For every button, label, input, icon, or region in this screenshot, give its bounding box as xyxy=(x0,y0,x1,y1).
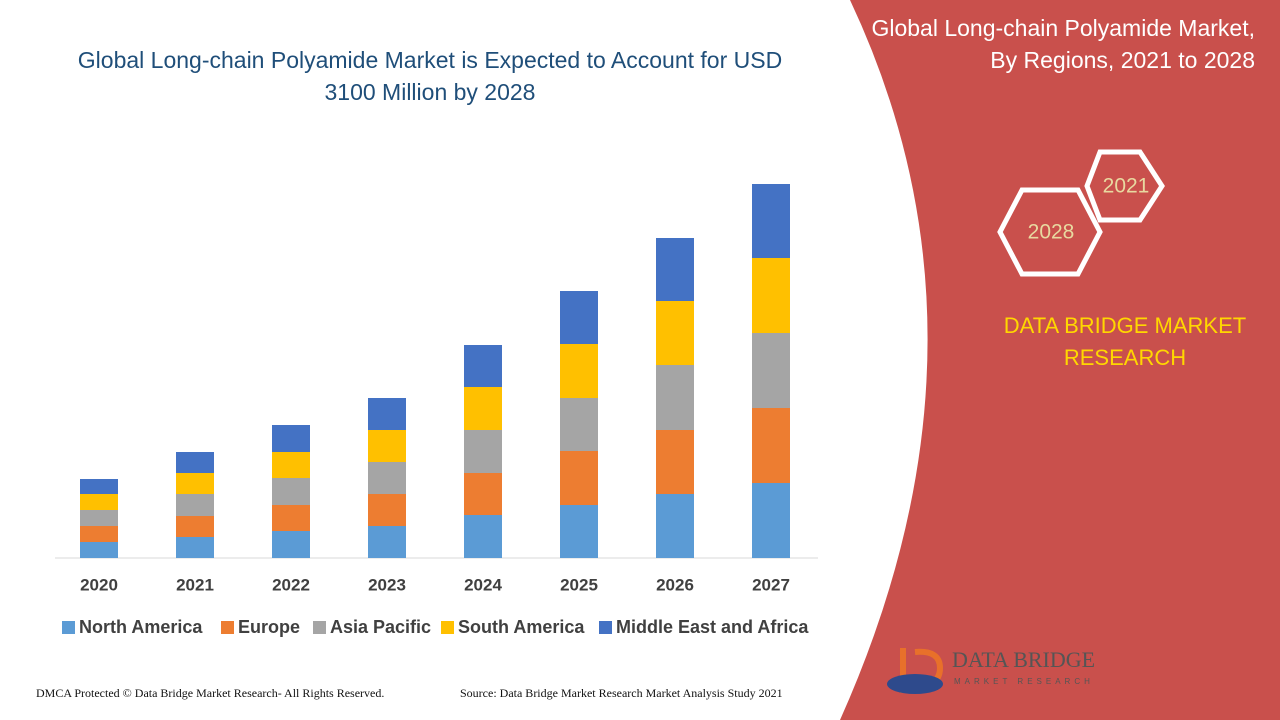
bar-segment xyxy=(656,238,694,301)
bar-segment xyxy=(176,537,214,558)
legend-label: Europe xyxy=(238,617,300,637)
bar-segment xyxy=(752,483,790,558)
x-tick-label: 2025 xyxy=(560,575,598,594)
side-title: Global Long-chain Polyamide Market, By R… xyxy=(871,15,1255,73)
bar-segment xyxy=(272,531,310,558)
logo-mark xyxy=(887,674,943,694)
bar-segment xyxy=(656,430,694,494)
bar-segment xyxy=(464,430,502,473)
bar-segment xyxy=(752,184,790,258)
bar-segment xyxy=(176,494,214,516)
bar-segment xyxy=(368,494,406,526)
bar-segment xyxy=(752,333,790,408)
hexagon-label: 2028 xyxy=(1028,221,1075,244)
side-panel xyxy=(840,0,1280,720)
bar-segment xyxy=(272,505,310,531)
bar-segment xyxy=(560,505,598,558)
logo-name: DATA BRIDGE xyxy=(952,647,1095,672)
legend-label: North America xyxy=(79,617,203,637)
x-tick-label: 2026 xyxy=(656,575,694,594)
bar-segment xyxy=(368,462,406,494)
hexagon xyxy=(997,187,1103,277)
bar-segment xyxy=(464,473,502,515)
legend-swatch xyxy=(62,621,75,634)
x-tick-label: 2024 xyxy=(464,575,502,594)
bar-segment xyxy=(272,452,310,478)
bar-segment xyxy=(656,494,694,558)
hexagon-label: 2021 xyxy=(1103,175,1150,198)
bar-segment xyxy=(272,478,310,505)
legend-swatch xyxy=(441,621,454,634)
legend-label: South America xyxy=(458,617,585,637)
bar-segment xyxy=(560,344,598,398)
legend-swatch xyxy=(221,621,234,634)
bar-segment xyxy=(464,387,502,430)
bar-segment xyxy=(176,516,214,537)
bar-segment xyxy=(368,430,406,462)
logo-tagline: MARKET RESEARCH xyxy=(954,677,1094,686)
x-tick-label: 2027 xyxy=(752,575,790,594)
legend-label: Asia Pacific xyxy=(330,617,431,637)
bar-segment xyxy=(80,510,118,526)
brand: DATA BRIDGE MARKET RESEARCH xyxy=(1003,313,1247,370)
bar-segment xyxy=(560,291,598,344)
chart-title: Global Long-chain Polyamide Market is Ex… xyxy=(77,47,783,105)
legend-label: Middle East and Africa xyxy=(616,617,809,637)
bar-segment xyxy=(80,542,118,558)
legend-swatch xyxy=(599,621,612,634)
bar-segment xyxy=(560,451,598,505)
bar-segment xyxy=(176,452,214,473)
bar-segment xyxy=(752,258,790,333)
bar-segment xyxy=(272,425,310,452)
bar-segment xyxy=(656,301,694,365)
bar-segment xyxy=(176,473,214,494)
bar-segment xyxy=(368,526,406,558)
x-tick-label: 2021 xyxy=(176,575,214,594)
bar-segment xyxy=(80,494,118,510)
bar-segment xyxy=(464,515,502,558)
bar-segment xyxy=(80,526,118,542)
bar-segment xyxy=(656,365,694,430)
copyright: DMCA Protected © Data Bridge Market Rese… xyxy=(36,686,385,700)
source: Source: Data Bridge Market Research Mark… xyxy=(460,686,783,700)
bar-segment xyxy=(80,479,118,494)
bar-segment xyxy=(752,408,790,483)
bar-segment xyxy=(560,398,598,451)
x-tick-label: 2023 xyxy=(368,575,406,594)
legend-swatch xyxy=(313,621,326,634)
bar-segment xyxy=(368,398,406,430)
x-tick-label: 2020 xyxy=(80,575,118,594)
bar-segment xyxy=(464,345,502,387)
hexagon xyxy=(1084,149,1165,223)
x-tick-label: 2022 xyxy=(272,575,310,594)
